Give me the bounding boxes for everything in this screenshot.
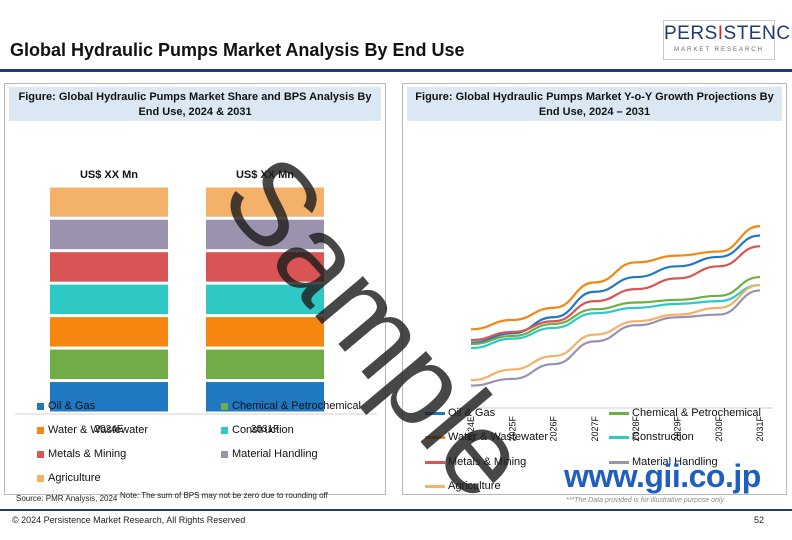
line-x-tick-label-2: 2026F — [549, 416, 559, 442]
legend-label: Metals & Mining — [448, 456, 527, 468]
stacked-bar-chart: US$ XX Mn 2024E US$ XX Mn 2031F — [15, 169, 377, 435]
bps-note: Note: The sum of BPS may not be zero due… — [120, 491, 328, 500]
bar-segment-2024E-6 — [50, 187, 168, 217]
legend-line-swatch — [425, 411, 445, 415]
legend-label: Construction — [232, 424, 294, 436]
share-legend-item: Agriculture — [37, 472, 101, 484]
bar-segment-2031F-1 — [206, 349, 324, 380]
legend-swatch — [221, 426, 228, 434]
bar-segment-2031F-2 — [206, 317, 324, 347]
legend-label: Water & Wastewater — [448, 431, 549, 443]
growth-legend-item: Metals & Mining — [425, 456, 526, 468]
line-series-2 — [470, 225, 761, 331]
logo-wordmark: PERSISTENCE — [664, 23, 792, 44]
legend-label: Chemical & Petrochemical — [632, 407, 761, 419]
line-x-tick-label-6: 2030F — [714, 416, 724, 442]
legend-label: Chemical & Petrochemical — [232, 400, 361, 412]
line-series-3 — [470, 283, 761, 350]
legend-label: Oil & Gas — [448, 407, 496, 419]
legend-swatch — [37, 474, 44, 482]
share-legend-item: Construction — [221, 424, 294, 436]
legend-line-swatch — [609, 460, 629, 464]
legend-line-swatch — [609, 435, 629, 439]
growth-legend-item: Chemical & Petrochemical — [609, 407, 761, 419]
line-x-tick-label-7: 2031F — [755, 416, 765, 442]
bar-segment-2024E-1 — [50, 349, 168, 380]
legend-label: Material Handling — [232, 448, 318, 460]
share-chart-legend: Oil & Gas Chemical & Petrochemical Water &… — [5, 84, 387, 496]
bar-segment-2024E-2 — [50, 317, 168, 347]
line-series-6 — [470, 283, 761, 382]
growth-legend-item: Construction — [609, 431, 694, 443]
legend-label: Oil & Gas — [48, 400, 96, 412]
growth-line-chart: 2024E 2025F 2026F 2027F 2028F 2029F 2030F 2031F — [455, 225, 773, 442]
legend-swatch — [37, 426, 44, 434]
bar-header-0: US$ XX Mn — [80, 169, 138, 181]
bar-segment-2031F-6 — [206, 187, 324, 217]
line-series-4 — [470, 245, 761, 342]
share-legend-item: Water & Wastewater — [37, 424, 148, 436]
share-chart-title: Figure: Global Hydraulic Pumps Market Sh… — [9, 87, 381, 121]
bar-segment-2031F-4 — [206, 252, 324, 282]
source-note: Source: PMR Analysis, 2024 — [16, 494, 118, 503]
legend-line-swatch — [609, 411, 629, 415]
bar-segment-2024E-0 — [50, 382, 168, 412]
growth-legend-item: Agriculture — [425, 480, 501, 492]
growth-legend-item: Water & Wastewater — [425, 431, 548, 443]
growth-legend-item: Oil & Gas — [425, 407, 495, 419]
line-x-tick-label-1: 2025F — [507, 416, 517, 442]
footer-divider — [0, 509, 792, 511]
copyright-text: © 2024 Persistence Market Research, All … — [12, 515, 246, 525]
bar-segment-2024E-5 — [50, 219, 168, 250]
legend-label: Material Handling — [632, 456, 718, 468]
share-legend-item: Metals & Mining — [37, 448, 126, 460]
legend-label: Metals & Mining — [48, 448, 127, 460]
growth-chart-panel: Figure: Global Hydraulic Pumps Market Y-… — [402, 83, 787, 495]
line-x-tick-label-0: 2024E — [466, 416, 476, 442]
bar-segment-2024E-4 — [50, 252, 168, 282]
legend-line-swatch — [425, 435, 445, 439]
line-x-tick-label-5: 2029F — [673, 416, 683, 442]
legend-label: Water & Wastewater — [48, 424, 149, 436]
line-series-1 — [470, 275, 761, 346]
legend-swatch — [221, 450, 228, 458]
line-series-5 — [470, 289, 761, 387]
logo-subtitle: MARKET RESEARCH — [674, 47, 764, 53]
gii-watermark-link: www.gii.co.jp — [564, 458, 761, 494]
growth-chart-legend: Oil & Gas Chemical & Petrochemical Water &… — [403, 84, 788, 496]
line-x-tick-label-4: 2028F — [631, 416, 641, 442]
disclaimer-note: ***The Data provided is for illustrative… — [566, 497, 726, 504]
bar-segment-2031F-5 — [206, 219, 324, 250]
legend-label: Agriculture — [48, 472, 101, 484]
legend-line-swatch — [425, 484, 445, 488]
growth-legend-item: Material Handling — [609, 456, 718, 468]
bar-segment-2024E-3 — [50, 284, 168, 315]
bar-header-1: US$ XX Mn — [236, 169, 294, 181]
legend-swatch — [221, 402, 228, 410]
page-number: 52 — [754, 515, 765, 525]
legend-swatch — [37, 402, 44, 410]
share-legend-item: Oil & Gas — [37, 400, 95, 412]
title-divider — [0, 69, 792, 72]
share-legend-item: Material Handling — [221, 448, 318, 460]
growth-chart-title: Figure: Global Hydraulic Pumps Market Y-… — [407, 87, 782, 121]
bar-segment-2031F-3 — [206, 284, 324, 315]
line-x-tick-label-3: 2027F — [590, 416, 600, 442]
bar-category-label-1: 2031F — [251, 424, 279, 435]
persistence-logo: PERSISTENCE MARKET RESEARCH — [663, 20, 792, 60]
page-title: Global Hydraulic Pumps Market Analysis B… — [10, 40, 465, 60]
legend-label: Construction — [632, 431, 694, 443]
share-legend-item: Chemical & Petrochemical — [221, 400, 361, 412]
bar-category-label-0: 2024E — [95, 424, 124, 435]
legend-swatch — [37, 450, 44, 458]
legend-line-swatch — [425, 460, 445, 464]
share-chart-panel: Figure: Global Hydraulic Pumps Market Sh… — [4, 83, 386, 495]
legend-label: Agriculture — [448, 480, 501, 492]
